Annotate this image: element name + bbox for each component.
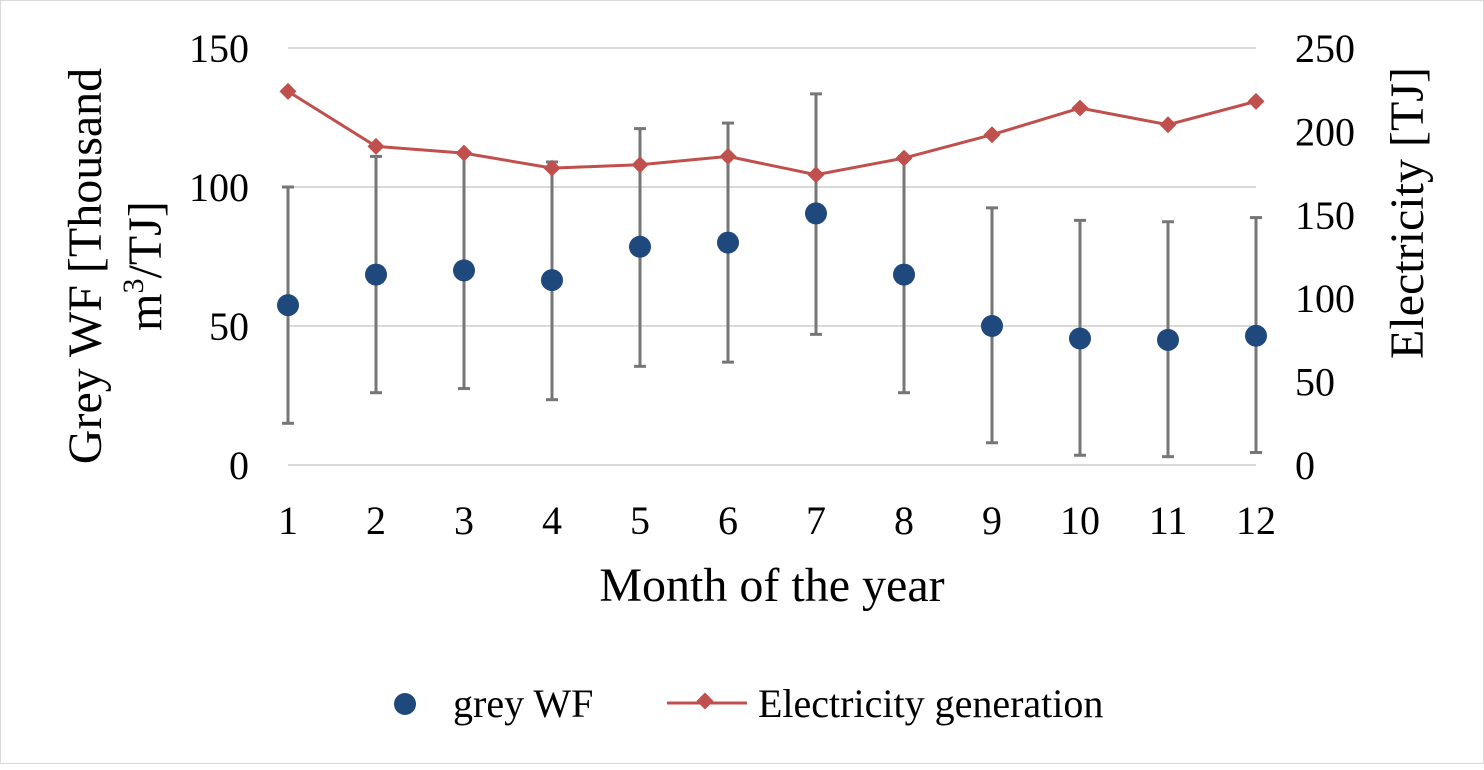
x-tick-label-12: 12 [1236, 498, 1276, 543]
x-tick-label-4: 4 [542, 498, 562, 543]
x-tick-label-1: 1 [278, 498, 298, 543]
left-tick-label-150: 150 [189, 26, 249, 71]
x-tick-label-10: 10 [1060, 498, 1100, 543]
right-tick-label-0: 0 [1295, 443, 1315, 488]
left-axis-title-line2: m3/TJ] [117, 201, 172, 331]
left-tick-label-100: 100 [189, 165, 249, 210]
x-tick-label-2: 2 [366, 498, 386, 543]
left-axis-title: Grey WF [Thousand m3/TJ] [59, 68, 172, 464]
electricity-point-7 [807, 166, 825, 184]
gridlines [288, 47, 1256, 466]
left-tick-label-50: 50 [209, 304, 249, 349]
grey-wf-point-12 [1245, 324, 1267, 347]
x-tick-label-6: 6 [718, 498, 738, 543]
electricity-point-2 [367, 137, 385, 155]
x-tick-label-11: 11 [1149, 498, 1188, 543]
grey-wf-point-10 [1069, 327, 1091, 350]
legend-electricity-label: Electricity generation [758, 681, 1103, 726]
electricity-point-11 [1159, 116, 1177, 134]
electricity-point-4 [543, 159, 561, 177]
grey-wf-point-5 [629, 235, 651, 258]
x-tick-label-7: 7 [806, 498, 826, 543]
error-bars [282, 92, 1262, 459]
grey-wf-point-6 [717, 231, 739, 254]
right-tick-label-250: 250 [1295, 26, 1355, 71]
electricity-point-8 [895, 149, 913, 167]
right-tick-label-150: 150 [1295, 193, 1355, 238]
left-tick-label-0: 0 [229, 443, 249, 488]
electricity-point-6 [719, 147, 737, 165]
electricity-point-9 [983, 126, 1001, 144]
electricity-point-10 [1071, 99, 1089, 117]
x-axis-ticks: 1 2 3 4 5 6 7 8 9 10 11 12 [278, 498, 1276, 543]
legend-grey-wf-marker [394, 693, 416, 715]
x-tick-label-5: 5 [630, 498, 650, 543]
grey-wf-point-9 [981, 315, 1003, 337]
grey-wf-point-4 [541, 269, 563, 292]
left-axis-ticks: 0 50 100 150 [189, 26, 249, 488]
right-axis-ticks: 0 50 100 150 200 250 [1295, 26, 1355, 488]
electricity-point-5 [631, 156, 649, 174]
right-tick-label-200: 200 [1295, 109, 1355, 154]
grey-wf-point-11 [1157, 328, 1179, 351]
electricity-point-3 [455, 144, 473, 162]
x-axis-title: Month of the year [599, 559, 944, 612]
grey-wf-point-3 [453, 259, 475, 282]
grey-wf-point-2 [365, 263, 387, 286]
grey-wf-point-8 [893, 263, 915, 286]
x-tick-label-8: 8 [894, 498, 914, 543]
electricity-line [287, 90, 1257, 177]
grey-wf-point-7 [805, 202, 827, 225]
x-tick-label-3: 3 [454, 498, 474, 543]
legend-grey-wf-label: grey WF [453, 681, 593, 726]
legend: grey WF Electricity generation [394, 681, 1103, 726]
grey-wf-series [277, 202, 1267, 351]
electricity-point-1 [279, 82, 297, 100]
right-tick-label-100: 100 [1295, 276, 1355, 321]
legend-electricity-marker [696, 692, 714, 710]
grey-wf-point-1 [277, 294, 299, 317]
right-axis-title: Electricity [TJ] [1381, 67, 1434, 359]
electricity-series [279, 82, 1265, 184]
x-tick-label-9: 9 [982, 498, 1002, 543]
left-axis-title-line1: Grey WF [Thousand [59, 68, 112, 464]
electricity-point-12 [1247, 92, 1265, 110]
right-tick-label-50: 50 [1295, 360, 1335, 405]
